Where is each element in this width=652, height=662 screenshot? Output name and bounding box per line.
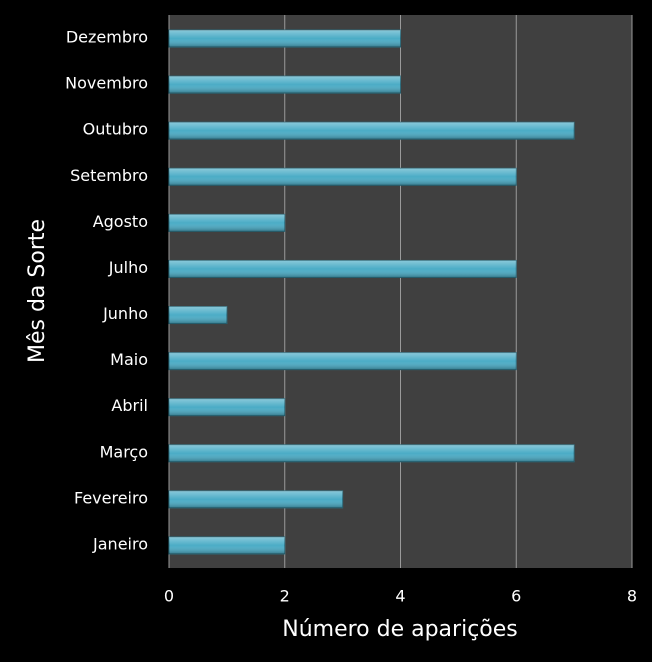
y-tick-label: Dezembro	[66, 28, 148, 47]
x-tick-label: 8	[627, 587, 637, 606]
y-tick-label: Junho	[102, 304, 148, 323]
y-tick-label: Outubro	[83, 120, 148, 139]
y-tick-label: Março	[100, 442, 148, 461]
bar-shine	[169, 398, 285, 416]
bar-shine	[169, 444, 575, 462]
y-tick-label: Setembro	[70, 166, 148, 185]
y-axis-title: Mês da Sorte	[25, 219, 50, 363]
bar-shine	[169, 260, 517, 278]
bar-shine	[169, 352, 517, 370]
bar-shine	[169, 306, 227, 324]
bar-shine	[169, 122, 575, 140]
x-tick-label: 2	[280, 587, 290, 606]
y-tick-label: Janeiro	[92, 534, 148, 553]
y-tick-label: Fevereiro	[74, 488, 148, 507]
x-tick-label: 0	[164, 587, 174, 606]
y-tick-label: Agosto	[93, 212, 148, 231]
x-tick-label: 4	[395, 587, 405, 606]
x-tick-label: 6	[511, 587, 521, 606]
y-tick-label: Abril	[111, 396, 148, 415]
x-axis-title: Número de aparições	[282, 617, 518, 642]
bar-shine	[169, 168, 517, 186]
bar-shine	[169, 76, 401, 94]
y-tick-label: Novembro	[65, 74, 148, 93]
bar-shine	[169, 490, 343, 508]
bar-shine	[169, 30, 401, 48]
bar-shine	[169, 214, 285, 232]
y-tick-label: Julho	[108, 258, 148, 277]
bar-shine	[169, 536, 285, 554]
y-tick-label: Maio	[110, 350, 148, 369]
